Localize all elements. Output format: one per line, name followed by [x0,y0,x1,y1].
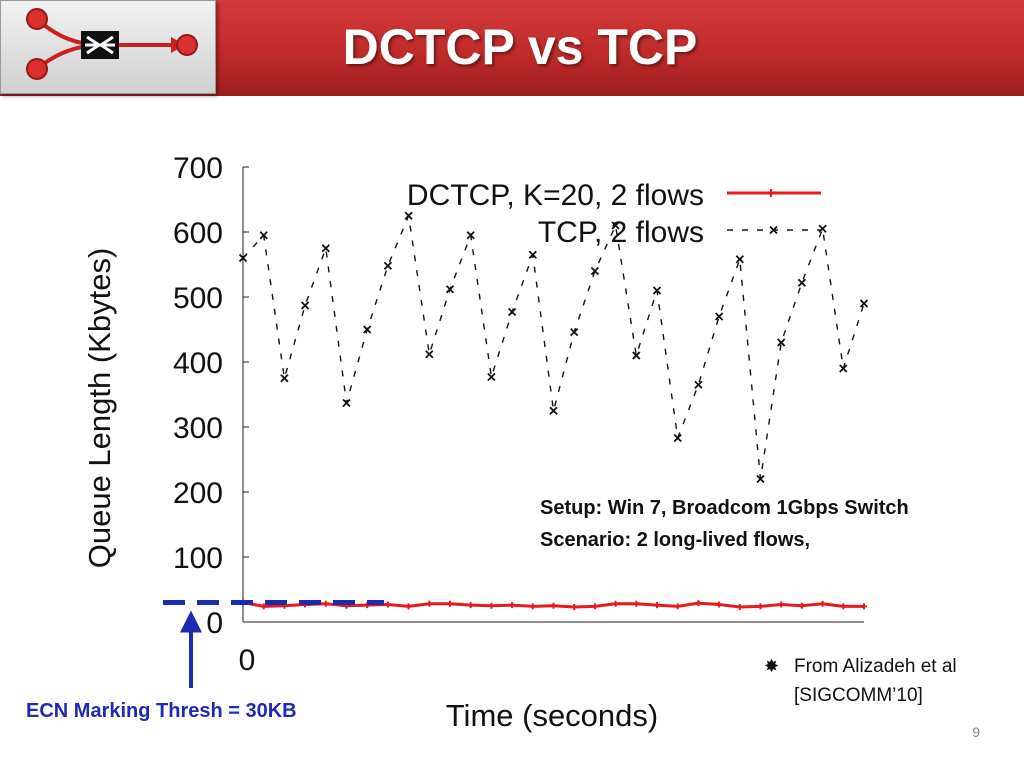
dctcp-point-marker [260,603,267,610]
dctcp-point-marker [654,602,660,609]
dctcp-point-marker [488,602,495,609]
tcp-point-marker [363,325,372,334]
dctcp-point-marker [384,601,391,608]
x-axis-label: Time (seconds) [446,698,658,733]
dctcp-point-marker [736,604,743,611]
dctcp-point-marker [612,600,619,607]
dctcp-point-marker [674,603,681,610]
dctcp-point-marker [798,602,805,609]
dctcp-point-marker [529,603,536,610]
legend-label-1: DCTCP, K=20, 2 flows [407,179,704,212]
tcp-point-marker [735,255,744,264]
tcp-point-marker [259,231,268,240]
tcp-point-marker [425,350,434,359]
y-tick-label: 0 [206,607,223,640]
dctcp-point-marker [778,601,785,608]
network-logo-icon [26,8,198,80]
x-tick-label: 0 [239,644,256,677]
dctcp-point-marker [405,603,412,610]
ecn-threshold-label: ECN Marking Thresh = 30KB [26,700,297,722]
tcp-point-marker [404,211,413,220]
tcp-point-marker [590,266,600,276]
dctcp-point-marker [591,603,598,610]
dctcp-point-marker [447,600,453,607]
source-line-2: [SIGCOMM’10] [794,685,923,706]
dctcp-point-marker [509,602,516,609]
setup-text: Setup: Win 7, Broadcom 1Gbps Switch Scen… [540,492,1010,556]
tcp-point-marker [611,221,620,230]
logo-box [0,0,216,94]
tcp-point-marker [839,364,848,373]
tcp-point-marker [321,244,330,253]
dctcp-point-marker [633,600,640,607]
tcp-point-marker [694,380,703,389]
slide-title: DCTCP vs TCP [342,19,698,75]
ecn-arrow-head-icon [180,610,202,633]
star-bullet-icon: ✸ [764,656,780,676]
tcp-point-marker [507,307,517,317]
y-tick-label: 700 [173,152,223,185]
tcp-point-marker [280,374,289,383]
dctcp-point-marker [819,600,826,607]
legend-marker-tcp [769,225,778,235]
tcp-series-line [242,213,865,480]
y-tick-label: 500 [173,282,223,315]
y-axis-label: Queue Length (Kbytes) [82,248,117,569]
dctcp-point-marker [861,603,867,610]
dctcp-point-marker [426,600,433,607]
tcp-point-marker [632,351,641,360]
tcp-point-marker [466,231,475,240]
tcp-point-marker [570,327,579,337]
y-tick-label: 300 [173,412,223,445]
tcp-point-marker [445,285,455,294]
tcp-point-marker [859,299,869,308]
setup-line-1: Setup: Win 7, Broadcom 1Gbps Switch [540,497,909,519]
dctcp-point-marker [757,603,764,610]
page-number: 9 [972,724,980,740]
tcp-point-marker [383,261,393,270]
tcp-point-marker [756,474,765,484]
y-tick-label: 600 [173,217,223,250]
dctcp-point-marker [571,604,578,611]
setup-line-2: Scenario: 2 long-lived flows, [540,529,811,551]
tcp-point-marker [652,286,662,295]
y-tick-label: 400 [173,347,223,380]
dctcp-point-marker [467,602,474,609]
tcp-point-marker [342,398,351,408]
tcp-point-marker [238,253,248,263]
dctcp-point-marker [716,601,723,608]
tcp-point-marker [777,338,786,347]
legend-label-2: TCP, 2 flows [538,216,704,249]
tcp-point-marker [797,278,807,287]
tcp-point-marker [487,372,496,382]
y-tick-label: 100 [173,542,223,575]
tcp-point-marker [300,301,310,310]
tcp-point-marker [549,406,558,415]
y-tick-label: 200 [173,477,223,510]
tcp-point-marker [818,224,827,233]
dctcp-point-marker [550,602,557,609]
tcp-point-marker [673,433,682,443]
source-line-1: From Alizadeh et al [794,656,957,677]
tcp-point-marker [714,312,724,321]
dctcp-point-marker [695,600,702,607]
dctcp-point-marker [322,600,329,607]
dctcp-point-marker [840,603,847,610]
tcp-point-marker [528,250,537,259]
